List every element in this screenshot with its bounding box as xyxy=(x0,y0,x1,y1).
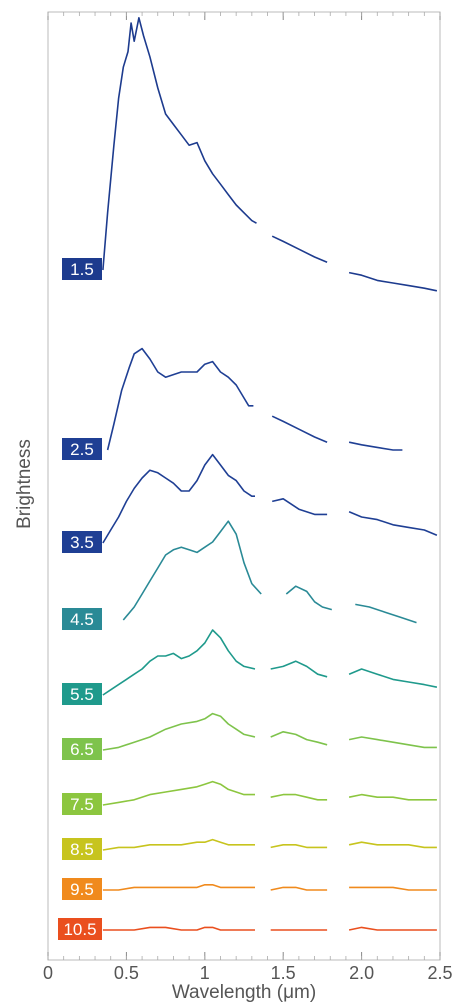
series-7.5 xyxy=(102,780,437,806)
series-label-box xyxy=(62,838,102,860)
series-label: 8.5 xyxy=(70,840,94,859)
series-label-box xyxy=(58,918,102,940)
series-label: 4.5 xyxy=(70,610,94,629)
x-tick-label: 1.5 xyxy=(271,963,296,983)
spectrum-segment xyxy=(102,17,257,271)
spectrum-segment xyxy=(348,668,438,688)
series-2.5 xyxy=(106,347,403,451)
spectrum-segment xyxy=(102,453,255,544)
spectrum-segment xyxy=(348,926,437,931)
spectrum-segment xyxy=(102,926,255,931)
x-axis-label: Wavelength (μm) xyxy=(172,982,316,1003)
spectrum-segment xyxy=(348,736,437,749)
spectrum-segment xyxy=(271,235,328,263)
spectrum-segment xyxy=(102,712,256,751)
series-1.5 xyxy=(102,17,438,292)
y-axis-label: Brightness xyxy=(14,439,35,529)
spectrum-segment xyxy=(348,271,438,292)
spectrum-segment xyxy=(348,511,438,536)
spectrum-segment xyxy=(270,731,328,746)
x-tick-labels: 0 0.5 1 1.5 2.0 2.5 xyxy=(43,963,453,983)
series-label-box xyxy=(62,683,102,705)
series-label: 7.5 xyxy=(70,795,94,814)
series-6.5 xyxy=(102,712,437,751)
series-label: 1.5 xyxy=(70,260,94,279)
series-label: 2.5 xyxy=(70,440,94,459)
series-10.5 xyxy=(102,926,437,931)
spectrum-segment xyxy=(271,415,328,443)
series-label-box xyxy=(62,438,102,460)
spectrum-segment xyxy=(272,498,328,516)
series-8.5 xyxy=(102,838,437,851)
series-9.5 xyxy=(102,884,437,891)
series-label-box xyxy=(62,738,102,760)
spectrum-segment xyxy=(270,793,328,801)
spectrum-segment xyxy=(270,844,328,849)
spectrum-segment xyxy=(102,838,255,851)
series-3.5 xyxy=(102,453,438,544)
spectrum-segment xyxy=(270,660,328,678)
spectrum-segment xyxy=(355,603,417,624)
plot-frame xyxy=(47,11,441,961)
spectrum-segment xyxy=(102,629,256,696)
series-label: 6.5 xyxy=(70,740,94,759)
x-ticks xyxy=(47,12,441,960)
spectrum-segment xyxy=(102,780,255,806)
spectrum-segment xyxy=(122,520,262,621)
series-label: 9.5 xyxy=(70,880,94,899)
series-label-box xyxy=(62,258,102,280)
x-tick-label: 0.5 xyxy=(114,963,139,983)
series-5.5 xyxy=(102,629,438,696)
spectrum-segment xyxy=(270,886,328,891)
spectrum-segment xyxy=(348,441,403,451)
x-tick-label: 2.0 xyxy=(349,963,374,983)
series-label-box xyxy=(62,793,102,815)
series-labels: 1.5 2.5 3.5 4.5 5.5 6.5 7.5 8.5 9.5 10.5 xyxy=(58,258,102,940)
spectrum-segment xyxy=(285,585,333,611)
series-label: 10.5 xyxy=(63,920,96,939)
spectrum-segment xyxy=(106,347,254,451)
x-tick-label: 2.5 xyxy=(427,963,452,983)
series-label-box xyxy=(62,878,102,900)
x-tick-label: 0 xyxy=(43,963,53,983)
spectrum-segment xyxy=(102,884,255,891)
series-label-box xyxy=(62,531,102,553)
series-4.5 xyxy=(122,520,417,624)
x-tick-label: 1 xyxy=(200,963,210,983)
spectrum-segment xyxy=(348,793,437,801)
spectrum-segment xyxy=(349,886,437,891)
series-label: 5.5 xyxy=(70,685,94,704)
series-label: 3.5 xyxy=(70,533,94,552)
series-label-box xyxy=(62,608,102,630)
spectrum-segment xyxy=(348,841,437,849)
spectra-series xyxy=(102,17,438,931)
